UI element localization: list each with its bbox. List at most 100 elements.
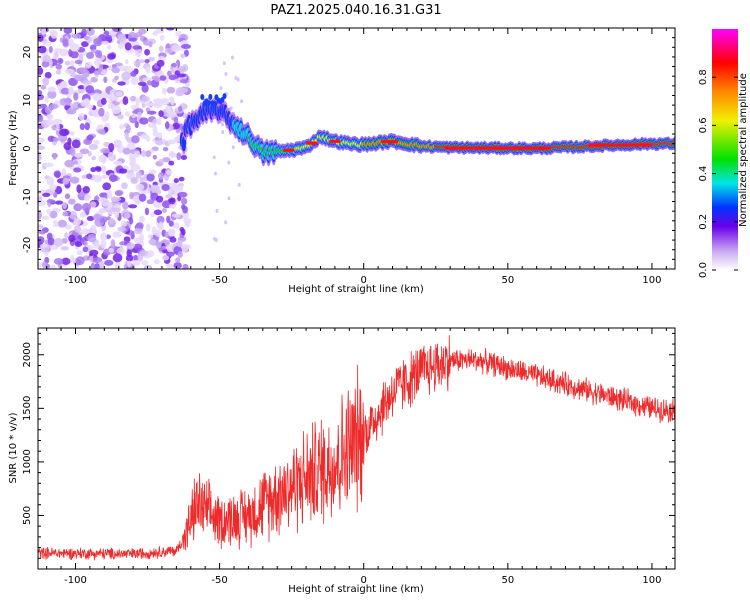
spectral-noise-blob: [129, 48, 134, 54]
spectrogram-frame: [37, 27, 676, 270]
spectral-noise-blob: [73, 92, 79, 101]
spectrogram-y-tick-label: 20: [22, 46, 33, 59]
spectral-noise-blob: [148, 169, 157, 175]
spectral-noise-blob: [38, 93, 45, 101]
spectral-noise-blob: [38, 136, 43, 143]
spectral-noise-blob: [150, 184, 160, 193]
spectral-noise-blob: [168, 96, 175, 102]
spectral-noise-blob: [141, 83, 149, 93]
snr-series-line: [38, 335, 675, 561]
spectral-noise-blob: [49, 184, 57, 191]
spectral-noise-blob: [230, 55, 234, 60]
spectral-noise-blob: [42, 192, 51, 198]
spectral-noise-blob: [146, 173, 155, 182]
spectral-noise-blob: [123, 236, 131, 243]
spectral-noise-blob: [42, 77, 50, 86]
spectral-noise-blob: [178, 191, 188, 198]
spectral-noise-blob: [144, 48, 150, 56]
spectral-noise-blob: [89, 44, 97, 51]
spectral-noise-blob: [52, 118, 63, 125]
spectral-noise-blob: [130, 176, 139, 184]
spectral-noise-blob: [179, 78, 189, 84]
spectral-noise-blob: [93, 139, 100, 145]
spectral-noise-blob: [165, 263, 174, 269]
spectral-noise-blob: [89, 201, 97, 208]
spectral-noise-blob: [117, 33, 126, 43]
spectral-noise-blob: [121, 71, 131, 81]
spectral-noise-blob: [152, 131, 159, 137]
spectral-noise-blob: [108, 142, 115, 152]
spectral-noise-blob: [129, 217, 134, 225]
spectral-noise-blob: [89, 143, 99, 151]
spectral-noise-blob: [145, 107, 151, 113]
spectral-noise-blob: [127, 204, 138, 209]
spectral-noise-blob: [181, 197, 188, 205]
spectral-noise-blob: [229, 106, 233, 111]
spectral-noise-blob: [98, 197, 108, 202]
spectral-noise-blob: [132, 259, 141, 266]
spectral-noise-blob: [111, 207, 121, 213]
spectral-noise-blob: [38, 230, 46, 235]
spectral-noise-blob: [44, 106, 53, 114]
spectral-noise-blob: [83, 35, 90, 40]
spectral-noise-blob: [113, 160, 123, 166]
spectral-noise-blob: [227, 196, 231, 201]
spectral-noise-blob: [131, 113, 137, 118]
spectral-noise-blob: [129, 191, 134, 200]
spectral-noise-blob: [117, 81, 126, 86]
snr-frame: [37, 327, 676, 570]
spectral-noise-blob: [172, 222, 180, 229]
spectral-noise-blob: [41, 28, 47, 35]
spectral-noise-blob: [64, 60, 71, 66]
spectral-noise-blob: [179, 226, 185, 233]
spectral-noise-blob: [181, 43, 192, 49]
spectral-noise-blob: [117, 43, 124, 49]
spectral-noise-blob: [90, 166, 97, 173]
spectral-noise-blob: [138, 215, 145, 223]
spectral-noise-blob: [158, 221, 164, 229]
spectral-noise-blob: [168, 152, 179, 158]
spectral-noise-blob: [92, 92, 101, 102]
spectral-noise-blob: [133, 59, 141, 67]
figure-title: PAZ1.2025.040.16.31.G31: [270, 3, 441, 18]
spectral-noise-blob: [42, 41, 52, 46]
spectral-noise-blob: [166, 215, 171, 224]
spectral-noise-blob: [38, 262, 42, 268]
spectral-noise-blob: [64, 193, 71, 200]
spectral-noise-blob: [119, 65, 127, 72]
spectral-noise-blob: [38, 104, 44, 110]
spectral-noise-blob: [38, 145, 46, 150]
spectral-noise-blob: [109, 174, 118, 183]
spectral-noise-blob: [46, 208, 52, 215]
spectral-noise-blob: [174, 70, 180, 76]
spectral-noise-blob: [116, 247, 125, 256]
spectral-noise-blob: [94, 262, 100, 269]
spectral-noise-blob: [138, 193, 147, 202]
spectral-noise-blob: [90, 224, 97, 234]
spectrogram-x-tick-label: 100: [642, 275, 661, 286]
spectral-noise-blob: [114, 190, 123, 196]
spectral-noise-blob: [82, 80, 93, 85]
spectral-noise-blob: [92, 174, 103, 183]
spectral-noise-blob: [89, 249, 99, 256]
spectral-noise-blob: [114, 262, 121, 269]
spectral-noise-blob: [168, 203, 176, 209]
spectral-noise-blob: [99, 208, 106, 213]
spectral-noise-blob: [86, 52, 95, 60]
spectral-noise-blob: [53, 170, 62, 178]
spectral-noise-blob: [90, 49, 96, 54]
spectral-noise-blob: [178, 184, 184, 192]
spectral-noise-blob: [106, 189, 113, 199]
snr-y-tick-label: 1500: [22, 396, 33, 421]
spectral-noise-blob: [68, 86, 74, 95]
spectral-noise-blob: [162, 156, 171, 163]
spectral-noise-blob: [107, 64, 113, 71]
spectral-noise-blob: [185, 82, 191, 88]
spectral-ridge-max: [283, 148, 295, 152]
spectral-noise-blob: [86, 173, 93, 180]
spectral-noise-blob: [108, 247, 115, 253]
spectral-noise-blob: [98, 107, 105, 117]
spectral-noise-blob: [134, 121, 139, 129]
spectral-noise-blob: [214, 238, 218, 243]
